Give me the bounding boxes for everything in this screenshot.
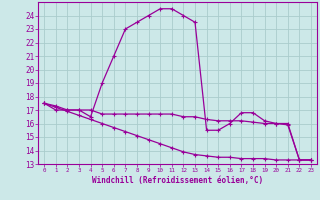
X-axis label: Windchill (Refroidissement éolien,°C): Windchill (Refroidissement éolien,°C)	[92, 176, 263, 185]
